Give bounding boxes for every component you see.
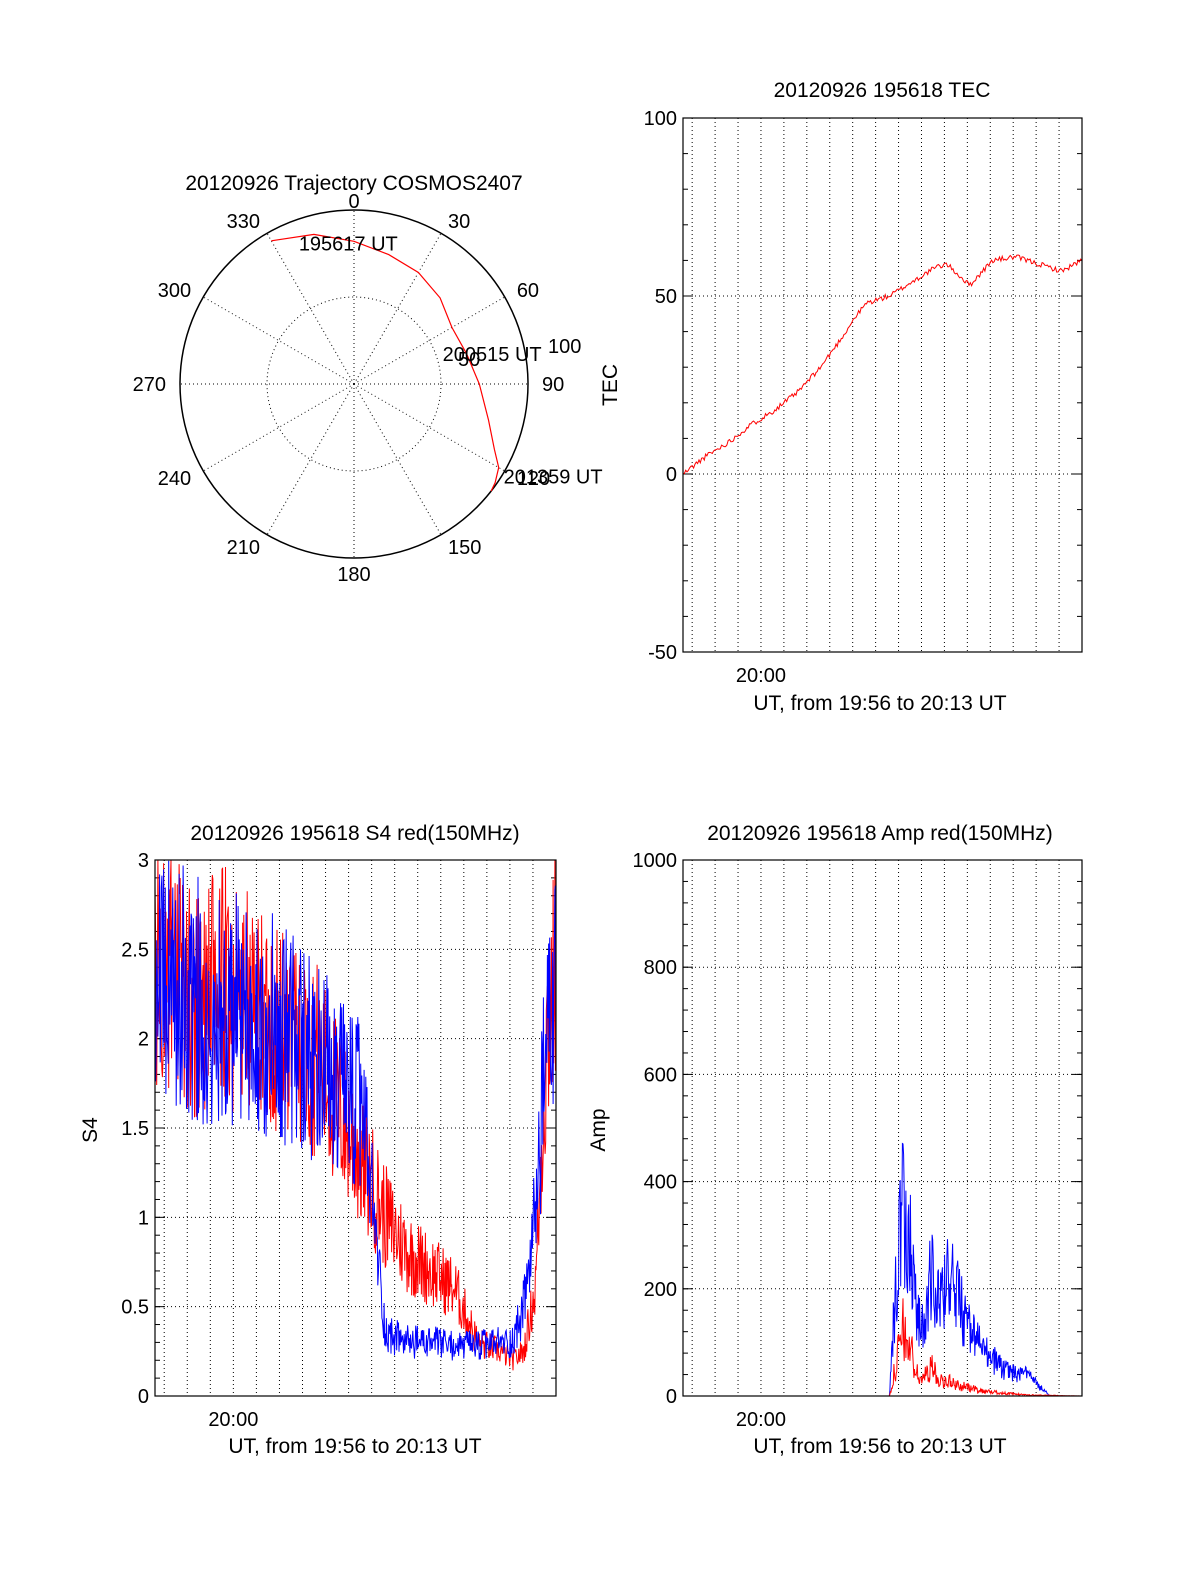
tec-chart-title: 20120926 195618 TEC [774,79,991,102]
y-tick-label: 50 [655,286,677,308]
y-tick-label: 600 [644,1064,677,1086]
plot-frame [682,859,1083,1397]
polar-angle-label: 0 [348,191,359,213]
x-tick-label: 20:00 [736,1409,786,1431]
blue-series-line [154,860,557,1361]
polar-angle-label: 30 [448,211,470,233]
plot-frame [682,117,1083,653]
polar-angle-label: 300 [158,280,191,302]
y-tick-label: 2.5 [121,939,149,961]
polar-angle-label: 270 [133,374,166,396]
polar-outer-circle [179,209,529,559]
y-tick-label: 3 [138,850,149,872]
polar-spoke [353,383,505,472]
y-tick-label: 100 [644,108,677,130]
polar-spoke [266,383,355,535]
y-tick-label: 0 [666,1386,677,1408]
amp-ylabel: Amp [587,1108,610,1151]
polar-spoke [353,383,442,535]
y-tick-label: 1 [138,1207,149,1229]
y-tick-label: 0 [138,1386,149,1408]
trajectory-time-label: 201359 UT [504,466,603,488]
polar-angle-label: 90 [542,374,564,396]
x-tick-label: 20:00 [736,665,786,687]
y-tick-label: 400 [644,1172,677,1194]
polar-angle-label: 330 [227,211,260,233]
polar-angle-label: 60 [517,280,539,302]
y-tick-label: 2 [138,1029,149,1051]
polar-spoke [203,296,355,385]
s4-xlabel: UT, from 19:56 to 20:13 UT [228,1435,481,1458]
blue-series-line [683,1142,1082,1397]
amp-chart: 20120926 195618 Amp red(150MHz) UT, from… [587,822,1083,1458]
x-tick-label: 20:00 [208,1409,258,1431]
y-tick-label: -50 [648,642,677,664]
tec-ylabel: TEC [599,364,622,406]
y-tick-label: 1000 [633,850,678,872]
polar-spoke [203,383,355,472]
y-tick-label: 800 [644,957,677,979]
polar-spoke [353,233,442,385]
trajectory-time-label: 195617 UT [299,233,398,255]
tec-chart: 20120926 195618 TEC UT, from 19:56 to 20… [599,79,1083,715]
s4-chart-title: 20120926 195618 S4 red(150MHz) [190,822,519,845]
polar-spoke [266,233,355,385]
red-series-line [682,254,1083,475]
trajectory-time-label: 200515 UT [443,344,542,366]
red-series-line [683,1298,1082,1397]
amp-xlabel: UT, from 19:56 to 20:13 UT [753,1435,1006,1458]
y-tick-label: 1.5 [121,1118,149,1140]
y-tick-label: 200 [644,1279,677,1301]
plot-frame [154,859,557,1397]
tec-xlabel: UT, from 19:56 to 20:13 UT [753,692,1006,715]
y-tick-label: 0.5 [121,1297,149,1319]
y-tick-label: 0 [666,464,677,486]
polar-angle-label: 210 [227,537,260,559]
amp-chart-title: 20120926 195618 Amp red(150MHz) [707,822,1053,845]
polar-angle-label: 180 [337,564,370,586]
s4-chart: 20120926 195618 S4 red(150MHz) UT, from … [79,822,557,1458]
polar-radial-label: 100 [548,336,581,358]
polar-trajectory-chart: 20120926 Trajectory COSMOS2407 0 30 60 90 12… [133,172,603,586]
polar-grid-circle [266,296,442,472]
polar-spoke [353,296,505,385]
polar-angle-label: 150 [448,537,481,559]
trajectory-line [271,233,500,492]
polar-angle-label: 120 [517,468,550,490]
s4-ylabel: S4 [79,1117,102,1143]
polar-angle-label: 240 [158,468,191,490]
polar-chart-title: 20120926 Trajectory COSMOS2407 [185,172,522,195]
